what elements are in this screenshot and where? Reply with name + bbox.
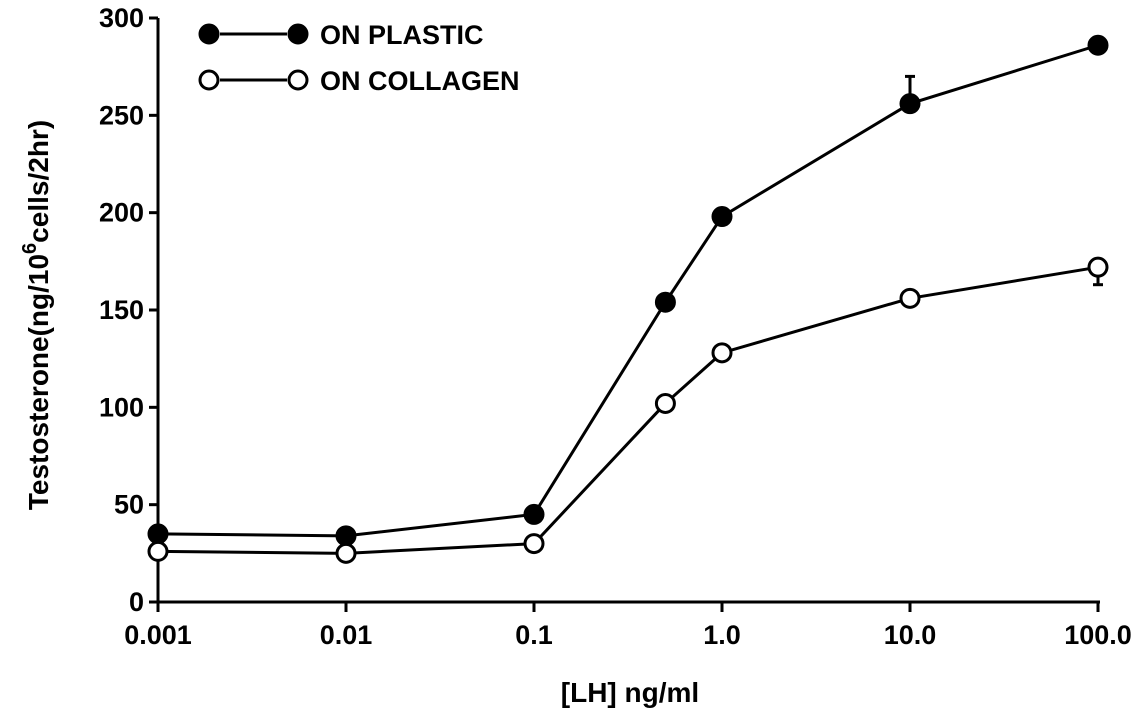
x-tick-label: 100.0: [1064, 620, 1132, 650]
point-plastic: [1087, 34, 1109, 56]
legend-plastic-marker-left: [198, 23, 220, 45]
point-plastic: [654, 291, 676, 313]
point-plastic: [711, 206, 733, 228]
y-tick-label: 250: [99, 100, 144, 130]
legend-item-plastic: ON PLASTIC: [198, 20, 484, 50]
y-axis-title: Testosterone(ng/106cells/2hr): [19, 120, 54, 510]
legend-collagen-marker-left: [198, 69, 220, 91]
x-tick-label: 0.01: [320, 620, 373, 650]
x-tick-label: 10.0: [884, 620, 937, 650]
x-axis-title: [LH] ng/ml: [561, 677, 699, 708]
y-axis-title-superscript: 6: [19, 243, 41, 254]
legend-item-collagen: ON COLLAGEN: [198, 66, 520, 96]
point-collagen: [711, 342, 733, 364]
y-tick-label: 50: [114, 490, 144, 520]
y-tick-label: 200: [99, 198, 144, 228]
x-tick-label: 0.001: [124, 620, 192, 650]
y-axis-title-main: Testosterone(ng/10: [23, 254, 54, 510]
x-tick-label: 0.1: [515, 620, 553, 650]
legend-collagen-marker-right: [287, 69, 309, 91]
y-tick-label: 150: [99, 295, 144, 325]
legend-plastic-marker-right: [287, 23, 309, 45]
y-tick-label: 0: [129, 587, 144, 617]
point-collagen: [899, 287, 921, 309]
point-plastic: [899, 93, 921, 115]
legend-collagen-label: ON COLLAGEN: [320, 66, 520, 96]
point-plastic: [147, 523, 169, 545]
y-tick-label: 100: [99, 392, 144, 422]
y-axis-title-tail: cells/2hr): [23, 120, 54, 243]
point-collagen: [147, 540, 169, 562]
series-layer: [147, 34, 1109, 564]
x-tick-label: 1.0: [703, 620, 741, 650]
legend-plastic-label: ON PLASTIC: [320, 20, 484, 50]
point-plastic: [523, 503, 545, 525]
legend: ON PLASTIC ON COLLAGEN: [198, 20, 520, 96]
point-collagen: [654, 392, 676, 414]
y-axis-ticks: 0 50 100 150 200 250 300: [99, 3, 158, 617]
y-tick-label: 300: [99, 3, 144, 33]
point-collagen: [1087, 256, 1109, 278]
point-collagen: [523, 533, 545, 555]
point-collagen: [335, 542, 357, 564]
point-plastic: [335, 525, 357, 547]
series-line-collagen: [157, 265, 1099, 555]
x-axis-ticks: 0.001 0.01 0.1 1.0 10.0 100.0: [124, 602, 1132, 650]
